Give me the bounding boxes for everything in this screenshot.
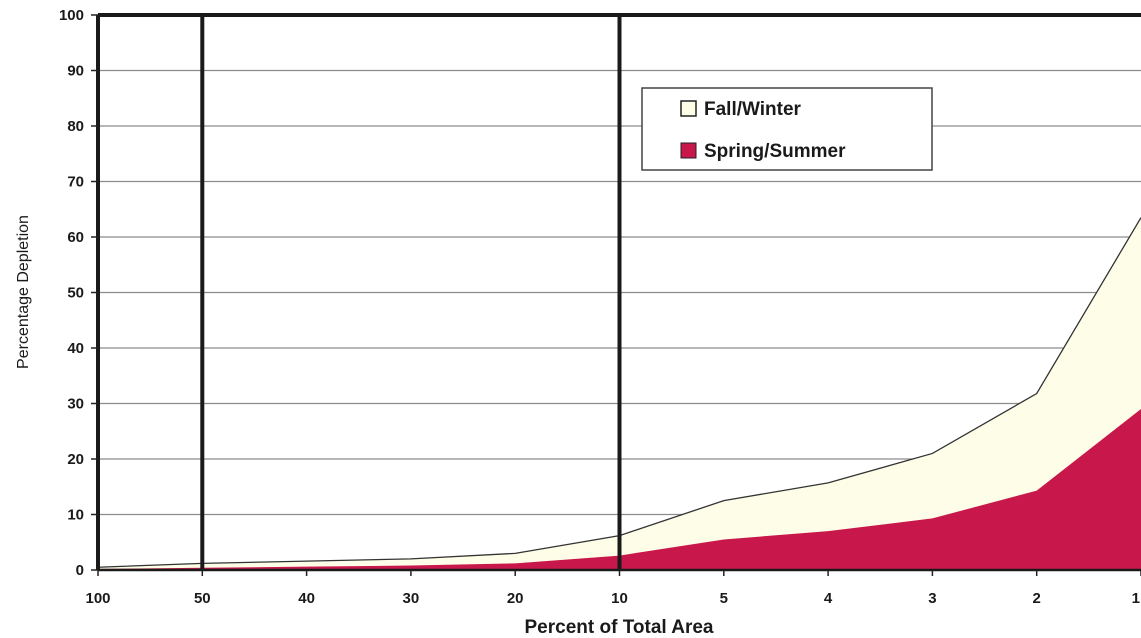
area-layer xyxy=(98,217,1141,570)
y-tick-label: 90 xyxy=(67,63,84,80)
x-axis-title: Percent of Total Area xyxy=(525,617,714,638)
legend: Fall/Winter Spring/Summer xyxy=(641,87,933,171)
y-tick-label: 70 xyxy=(67,174,84,191)
legend-label-spring-summer: Spring/Summer xyxy=(704,141,846,162)
y-tick-label: 80 xyxy=(67,118,84,135)
y-tick-label: 0 xyxy=(76,562,84,579)
legend-swatch-spring-summer xyxy=(680,142,697,159)
x-tick-label: 4 xyxy=(824,590,833,607)
y-tick-label: 100 xyxy=(59,7,84,24)
y-tick-label: 50 xyxy=(67,285,84,302)
x-tick-label: 5 xyxy=(720,590,728,607)
x-tick-label: 40 xyxy=(298,590,315,607)
x-tick-label: 10 xyxy=(611,590,628,607)
x-tick-label: 1 xyxy=(1132,590,1140,607)
x-tick-label: 2 xyxy=(1033,590,1041,607)
tick-layer: 0 10 20 30 40 50 60 70 80 90 100 100 50 40 30 20 10 5 4 3 2 1 xyxy=(59,7,1141,607)
legend-label-fall-winter: Fall/Winter xyxy=(704,99,802,120)
y-tick-label: 30 xyxy=(67,396,84,413)
area-spring-summer xyxy=(98,409,1141,570)
x-tick-label: 20 xyxy=(507,590,524,607)
frame-layer xyxy=(96,13,1141,572)
x-tick-label: 50 xyxy=(194,590,211,607)
y-tick-label: 60 xyxy=(67,229,84,246)
y-tick-label: 10 xyxy=(67,507,84,524)
x-tick-label: 3 xyxy=(928,590,936,607)
x-tick-label: 100 xyxy=(85,590,110,607)
legend-swatch-fall-winter xyxy=(680,100,697,117)
y-tick-label: 40 xyxy=(67,340,84,357)
y-tick-label: 20 xyxy=(67,451,84,468)
x-tick-label: 30 xyxy=(403,590,420,607)
y-axis-title: Percentage Depletion xyxy=(15,215,32,369)
area-fall-winter xyxy=(98,217,1141,570)
